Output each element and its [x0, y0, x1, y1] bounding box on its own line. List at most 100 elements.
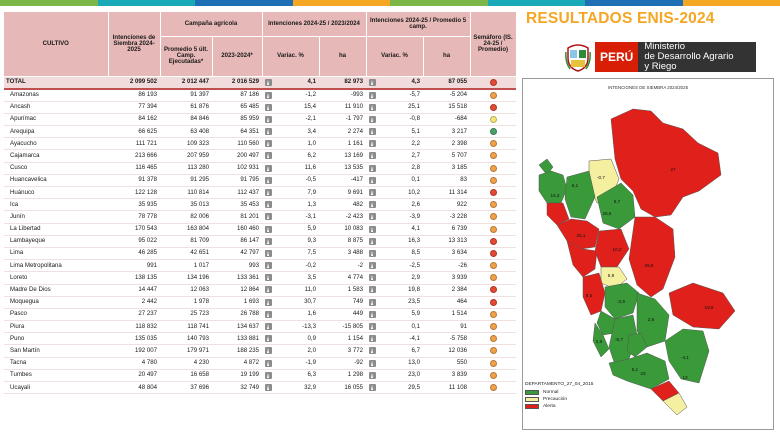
up-arrow-icon — [369, 115, 377, 123]
cell-variac-2: 23,0 — [379, 369, 424, 383]
region-piura — [538, 170, 568, 204]
cell-trend-icon-1 — [262, 308, 275, 322]
up-arrow-icon — [265, 78, 272, 86]
table-row: Ancash 77 394 61 876 65 485 15,4 11 910 25,1 15… — [4, 101, 517, 114]
map-value-label: 19,8 — [705, 305, 714, 310]
cell-ha-1: 4 774 — [319, 271, 367, 285]
region-loreto — [610, 108, 722, 218]
table-body: TOTAL 2 099 502 2 012 447 2 016 529 4,1 82 97… — [4, 76, 517, 395]
cell-promedio: 179 971 — [160, 344, 212, 358]
cell-semaforo — [470, 125, 517, 139]
col-variac-1-label: Variac. % — [277, 51, 304, 59]
peru-label: PERÚ — [595, 42, 639, 72]
cell-semaforo — [470, 101, 517, 114]
table-row: La Libertad 170 543 163 804 160 460 5,9 10 08… — [4, 223, 517, 236]
up-arrow-icon — [369, 237, 377, 245]
total-row: TOTAL 2 099 502 2 012 447 2 016 529 4,1 82 97… — [4, 76, 517, 90]
cell-promedio: 140 793 — [160, 332, 212, 346]
up-arrow-icon — [369, 359, 377, 367]
cell-variac-1: -1,2 — [275, 89, 319, 102]
cell-semaforo — [470, 332, 517, 346]
cell-cultivo: Junín — [4, 210, 108, 224]
cell-variac-2: 2,7 — [379, 149, 424, 163]
stripe-segment — [97, 0, 195, 6]
cell-cultivo: TOTAL — [4, 76, 108, 90]
up-arrow-icon — [369, 274, 377, 282]
up-arrow-icon — [369, 188, 377, 196]
stripe-segment — [487, 0, 585, 6]
cell-variac-1: 7,9 — [275, 186, 319, 200]
cell-semaforo — [470, 381, 517, 395]
cell-promedio: 37 696 — [160, 381, 212, 395]
table-row: San Martín 192 007 179 971 188 235 2,0 3 772 6… — [4, 344, 517, 358]
cell-ha-2: 922 — [423, 198, 471, 212]
cell-variac-1: 1,6 — [275, 308, 319, 322]
table-row: Ica 35 935 35 013 35 453 1,3 482 2,6 922 — [4, 198, 517, 212]
table-row: Lima Metropolitana 991 1 017 993 -0,2 -2 -2,5-… — [4, 259, 517, 273]
cell-trend-icon-1 — [262, 223, 275, 236]
cell-variac-1: 7,5 — [275, 247, 319, 261]
semaforo-dot-icon — [489, 262, 497, 270]
cell-ha-1: 13 535 — [319, 162, 367, 175]
cell-ha-2: 15 518 — [423, 101, 471, 114]
cell-intenciones: 122 128 — [108, 186, 160, 200]
cell-intenciones: 135 035 — [108, 332, 160, 346]
cell-cultivo: Ucayali — [4, 381, 108, 395]
cell-promedio: 84 846 — [160, 113, 212, 127]
cell-cultivo: Cajamarca — [4, 149, 108, 163]
cell-variac-1: 2,0 — [275, 344, 319, 358]
up-arrow-icon — [369, 225, 377, 233]
peru-departments-map: 27 -0,7 6,1 16,3 26,5 6,7 25,1 10,2 -3,9 29,5 8,5 2… — [538, 108, 736, 416]
up-arrow-icon — [265, 323, 272, 331]
semaforo-dot-icon — [489, 213, 497, 221]
cell-ha-2: 3 185 — [423, 162, 471, 175]
cell-variac-2: 10,2 — [379, 186, 424, 200]
cell-ha-2: 550 — [423, 357, 471, 370]
cell-semaforo — [470, 198, 517, 212]
table-row: Arequipa 66 625 63 408 64 351 3,4 2 274 5,1 3 2… — [4, 125, 517, 139]
cell-variac-2: 6,7 — [379, 344, 424, 358]
cell-cultivo: Puno — [4, 332, 108, 346]
cell-variac-2: 2,6 — [379, 198, 424, 212]
cell-ha-2: 3 634 — [423, 247, 471, 261]
cell-intenciones: 118 832 — [108, 320, 160, 334]
cell-cultivo: Pasco — [4, 308, 108, 322]
coat-of-arms-icon — [565, 44, 591, 72]
cell-variac-2: 5,9 — [379, 308, 424, 322]
col-promedio: Promedio 5 últ. Camp. Ejecutadas* — [160, 36, 213, 77]
cell-trend-icon-2 — [366, 223, 380, 236]
region-apurimac — [626, 332, 648, 358]
cell-intenciones: 77 394 — [108, 101, 160, 114]
cell-semaforo — [470, 162, 517, 175]
cell-trend-icon-1 — [262, 89, 275, 102]
cell-trend-icon-2 — [366, 174, 380, 188]
up-arrow-icon — [369, 347, 377, 355]
legend-item-normal: Normal — [525, 389, 625, 396]
cell-ha-2: -3 228 — [423, 210, 471, 224]
up-arrow-icon — [369, 383, 377, 391]
cell-2023-2024: 81 201 — [212, 210, 262, 224]
cell-variac-2: 13,0 — [379, 357, 424, 370]
cell-trend-icon-2 — [366, 284, 380, 297]
cell-trend-icon-2 — [366, 369, 380, 383]
cell-2023-2024: 85 959 — [212, 113, 262, 127]
cell-variac-2: -4,1 — [379, 332, 424, 346]
peru-map-panel: INTENCIONES DE SIEMBRA 2024/2025 — [522, 78, 774, 430]
cell-trend-icon-2 — [366, 149, 380, 163]
cell-cultivo: Madre De Dios — [4, 284, 108, 297]
col-semaforo-label: Semáforo (IS. 24-25 / Promedio) — [473, 33, 513, 53]
cell-cultivo: Ica — [4, 198, 108, 212]
up-arrow-icon — [265, 140, 272, 148]
cell-ha-1: 3 488 — [319, 247, 367, 261]
cell-semaforo — [470, 247, 517, 261]
cell-intenciones: 14 447 — [108, 284, 160, 297]
cell-cultivo: Loreto — [4, 271, 108, 285]
cell-variac-1: 3,5 — [275, 271, 319, 285]
cell-variac-1: 11,6 — [275, 162, 319, 175]
cell-trend-icon-1 — [262, 186, 275, 200]
up-arrow-icon — [265, 298, 272, 306]
cell-ha-1: 1 161 — [319, 137, 367, 151]
col-group-vs-2324-label: Intenciones 2024-25 / 2023/2024 — [268, 19, 360, 27]
up-arrow-icon — [369, 91, 377, 99]
cell-2023-2024: 2 016 529 — [212, 76, 262, 90]
